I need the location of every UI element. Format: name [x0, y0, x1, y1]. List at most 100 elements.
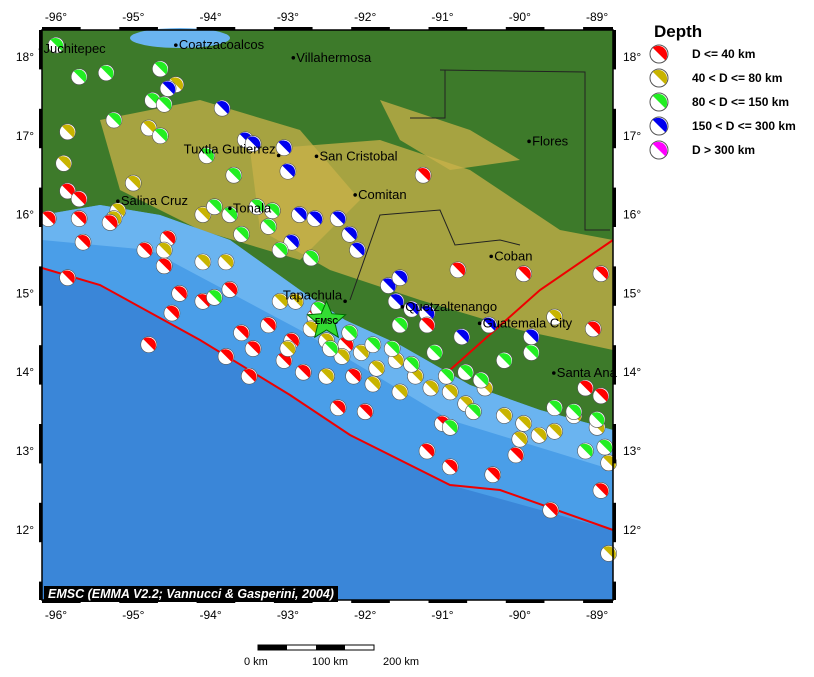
- focal-mechanism-marker[interactable]: [403, 356, 420, 373]
- focal-mechanism-marker[interactable]: [279, 340, 297, 357]
- focal-mechanism-marker[interactable]: [465, 403, 482, 420]
- focal-mechanism-marker[interactable]: [47, 36, 65, 54]
- focal-mechanism-marker[interactable]: [364, 336, 382, 353]
- focal-mechanism-marker[interactable]: [275, 139, 293, 156]
- focal-mechanism-marker[interactable]: [341, 226, 359, 243]
- focal-mechanism-marker[interactable]: [217, 253, 235, 271]
- focal-mechanism-marker[interactable]: [155, 241, 173, 259]
- focal-mechanism-marker[interactable]: [523, 328, 540, 346]
- epicenter-star-icon[interactable]: [306, 299, 347, 339]
- focal-mechanism-marker[interactable]: [496, 407, 513, 424]
- focal-mechanism-marker[interactable]: [318, 367, 335, 385]
- focal-mechanism-marker[interactable]: [449, 261, 467, 279]
- focal-mechanism-marker[interactable]: [391, 269, 409, 286]
- focal-mechanism-marker[interactable]: [97, 64, 115, 82]
- focal-mechanism-marker[interactable]: [136, 241, 154, 259]
- focal-mechanism-marker[interactable]: [333, 348, 351, 365]
- focal-mechanism-marker[interactable]: [592, 482, 610, 499]
- focal-mechanism-marker[interactable]: [368, 359, 386, 377]
- focal-mechanism-marker[interactable]: [592, 265, 610, 283]
- focal-mechanism-marker[interactable]: [39, 210, 57, 227]
- focal-mechanism-marker[interactable]: [248, 198, 266, 216]
- focal-mechanism-marker[interactable]: [194, 206, 212, 223]
- focal-mechanism-marker[interactable]: [244, 135, 262, 152]
- focal-mechanism-marker[interactable]: [546, 399, 563, 416]
- focal-mechanism-marker[interactable]: [418, 304, 436, 322]
- focal-mechanism-marker[interactable]: [391, 316, 409, 334]
- focal-mechanism-marker[interactable]: [484, 466, 502, 483]
- focal-mechanism-marker[interactable]: [418, 442, 436, 460]
- focal-mechanism-marker[interactable]: [152, 60, 169, 78]
- focal-mechanism-marker[interactable]: [244, 340, 262, 357]
- focal-mechanism-marker[interactable]: [472, 371, 490, 389]
- focal-mechanism-marker[interactable]: [341, 324, 359, 342]
- focal-mechanism-marker[interactable]: [198, 147, 216, 164]
- focal-mechanism-marker[interactable]: [588, 411, 606, 428]
- focal-mechanism-marker[interactable]: [530, 426, 548, 444]
- focal-mechanism-marker[interactable]: [592, 387, 610, 405]
- focal-mechanism-marker[interactable]: [577, 379, 594, 397]
- focal-mechanism-marker[interactable]: [74, 233, 92, 251]
- focal-mechanism-marker[interactable]: [438, 367, 455, 385]
- focal-mechanism-marker[interactable]: [596, 438, 614, 456]
- focal-mechanism-marker[interactable]: [159, 80, 177, 97]
- focal-mechanism-marker[interactable]: [155, 257, 173, 275]
- focal-mechanism-marker[interactable]: [441, 458, 459, 476]
- focal-mechanism-marker[interactable]: [515, 415, 532, 432]
- focal-mechanism-marker[interactable]: [422, 379, 440, 397]
- focal-mechanism-marker[interactable]: [441, 419, 459, 436]
- focal-mechanism-marker[interactable]: [414, 166, 432, 184]
- focal-mechanism-marker[interactable]: [260, 218, 277, 235]
- focal-mechanism-marker[interactable]: [260, 316, 277, 334]
- focal-mechanism-marker[interactable]: [55, 155, 73, 172]
- focal-mechanism-marker[interactable]: [221, 206, 239, 223]
- focal-mechanism-marker[interactable]: [515, 265, 532, 283]
- focal-mechanism-marker[interactable]: [496, 352, 513, 369]
- focal-mechanism-marker[interactable]: [542, 501, 560, 519]
- focal-mechanism-marker[interactable]: [155, 95, 173, 113]
- focal-mechanism-marker[interactable]: [353, 344, 370, 361]
- focal-mechanism-marker[interactable]: [59, 123, 76, 141]
- focal-mechanism-marker[interactable]: [279, 162, 297, 180]
- focal-mechanism-marker[interactable]: [125, 174, 142, 192]
- focal-mechanism-marker[interactable]: [70, 68, 88, 85]
- focal-mechanism-marker[interactable]: [101, 214, 119, 231]
- focal-mechanism-marker[interactable]: [507, 446, 525, 464]
- focal-mechanism-marker[interactable]: [391, 383, 409, 401]
- focal-mechanism-marker[interactable]: [345, 367, 362, 385]
- focal-mechanism-marker[interactable]: [240, 367, 258, 385]
- focal-mechanism-marker[interactable]: [329, 210, 347, 227]
- focal-mechanism-marker[interactable]: [349, 241, 366, 259]
- focal-mechanism-marker[interactable]: [480, 316, 498, 334]
- focal-mechanism-marker[interactable]: [152, 127, 169, 145]
- focal-mechanism-marker[interactable]: [356, 403, 374, 420]
- focal-mechanism-marker[interactable]: [457, 363, 474, 381]
- focal-mechanism-marker[interactable]: [264, 202, 281, 219]
- focal-mechanism-marker[interactable]: [206, 198, 223, 216]
- focal-mechanism-marker[interactable]: [70, 190, 88, 208]
- focal-mechanism-marker[interactable]: [291, 206, 308, 223]
- focal-mechanism-marker[interactable]: [140, 119, 158, 137]
- focal-mechanism-marker[interactable]: [546, 422, 563, 440]
- focal-mechanism-marker[interactable]: [403, 300, 420, 318]
- focal-mechanism-marker[interactable]: [306, 210, 324, 227]
- focal-mechanism-marker[interactable]: [271, 241, 289, 259]
- focal-mechanism-marker[interactable]: [383, 340, 401, 357]
- focal-mechanism-marker[interactable]: [233, 324, 250, 342]
- focal-mechanism-marker[interactable]: [271, 292, 289, 310]
- focal-mechanism-marker[interactable]: [584, 320, 602, 338]
- focal-mechanism-marker[interactable]: [511, 430, 529, 448]
- focal-mechanism-marker[interactable]: [418, 316, 436, 334]
- focal-mechanism-marker[interactable]: [322, 340, 339, 357]
- focal-mechanism-marker[interactable]: [213, 99, 231, 117]
- focal-mechanism-marker[interactable]: [59, 182, 76, 200]
- focal-mechanism-marker[interactable]: [387, 292, 405, 310]
- focal-mechanism-marker[interactable]: [163, 304, 181, 322]
- focal-mechanism-marker[interactable]: [217, 348, 235, 365]
- focal-mechanism-marker[interactable]: [221, 281, 239, 298]
- focal-mechanism-marker[interactable]: [441, 383, 459, 401]
- focal-mechanism-marker[interactable]: [546, 308, 563, 326]
- focal-mechanism-marker[interactable]: [283, 233, 301, 251]
- focal-mechanism-marker[interactable]: [140, 336, 158, 353]
- focal-mechanism-marker[interactable]: [206, 289, 223, 306]
